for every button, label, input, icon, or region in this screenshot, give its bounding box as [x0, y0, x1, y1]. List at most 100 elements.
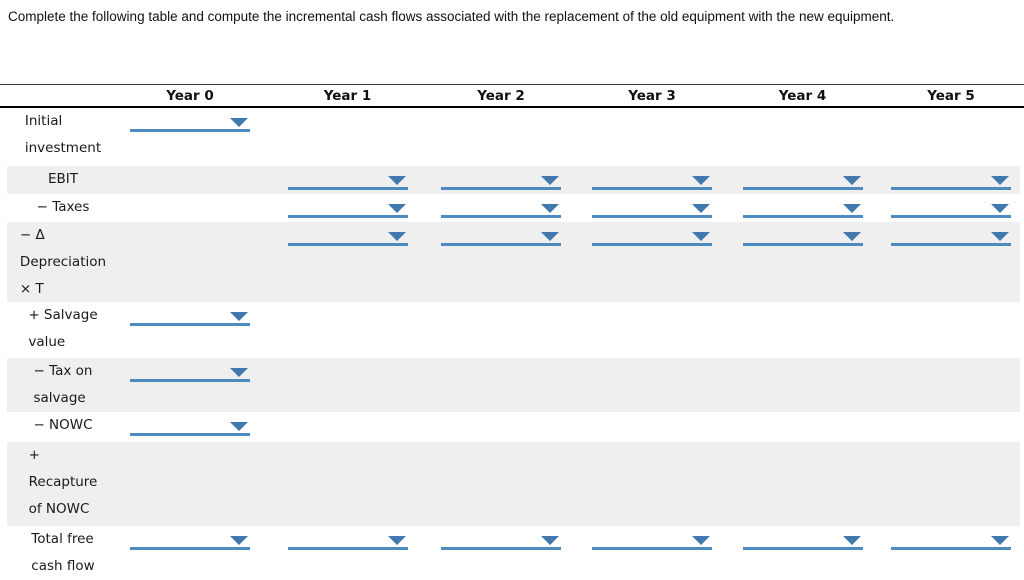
- answer-dropdown[interactable]: [441, 232, 561, 246]
- col-header-year-3: Year 3: [628, 87, 676, 104]
- table-cell: [270, 442, 425, 526]
- table-cell: [270, 358, 425, 412]
- table-cell: [270, 194, 425, 222]
- table-cell: [727, 302, 878, 358]
- dropdown-underline: [130, 323, 250, 326]
- answer-dropdown[interactable]: [742, 232, 863, 246]
- table-cell: [270, 222, 425, 303]
- answer-dropdown[interactable]: [592, 204, 712, 218]
- table-cell: [727, 222, 878, 303]
- answer-dropdown[interactable]: [130, 536, 250, 550]
- answer-dropdown[interactable]: [130, 368, 250, 382]
- table-cell: [577, 166, 727, 194]
- table-cell: [425, 442, 577, 526]
- table-cell: [425, 302, 577, 358]
- col-header-year-5: Year 5: [927, 87, 975, 104]
- chevron-down-icon: [541, 176, 559, 185]
- chevron-down-icon: [692, 176, 710, 185]
- chevron-down-icon: [991, 204, 1009, 213]
- answer-dropdown[interactable]: [287, 232, 408, 246]
- answer-dropdown[interactable]: [441, 176, 561, 190]
- dropdown-underline: [891, 187, 1011, 190]
- table-cell: [425, 194, 577, 222]
- chevron-down-icon: [230, 536, 248, 545]
- col-header-year-1: Year 1: [323, 87, 372, 104]
- row-label: Total free cash flow: [31, 531, 95, 574]
- answer-dropdown[interactable]: [891, 176, 1011, 190]
- table-row-total-free-cash-flow: Total free cash flow: [0, 526, 1024, 580]
- table-cell: [577, 108, 727, 166]
- answer-dropdown[interactable]: [592, 536, 712, 550]
- dropdown-underline: [441, 243, 561, 246]
- answer-dropdown[interactable]: [441, 536, 561, 550]
- dropdown-underline: [130, 433, 250, 436]
- table-cell: [878, 412, 1024, 442]
- table-cell: [425, 166, 577, 194]
- dropdown-underline: [130, 129, 250, 132]
- answer-dropdown[interactable]: [287, 176, 408, 190]
- table-cell: [878, 166, 1024, 194]
- dropdown-underline: [891, 243, 1011, 246]
- table-cell: [425, 222, 577, 303]
- table-cell: [270, 108, 425, 166]
- table-cell: [878, 302, 1024, 358]
- answer-dropdown[interactable]: [130, 312, 250, 326]
- dropdown-underline: [287, 187, 408, 190]
- dropdown-underline: [592, 547, 712, 550]
- dropdown-underline: [592, 187, 712, 190]
- table-cell: [270, 302, 425, 358]
- dropdown-underline: [130, 547, 250, 550]
- table-cell: [577, 302, 727, 358]
- table-cell: [727, 526, 878, 580]
- answer-dropdown[interactable]: [742, 176, 863, 190]
- row-label: + Recapture of NOWC: [28, 447, 98, 517]
- dropdown-underline: [891, 215, 1011, 218]
- answer-dropdown[interactable]: [441, 204, 561, 218]
- dropdown-underline: [742, 243, 863, 246]
- dropdown-underline: [287, 547, 408, 550]
- table-row-taxes: − Taxes: [0, 194, 1024, 222]
- answer-dropdown[interactable]: [891, 232, 1011, 246]
- chevron-down-icon: [230, 312, 248, 321]
- dropdown-underline: [742, 215, 863, 218]
- chevron-down-icon: [692, 204, 710, 213]
- table-cell: [270, 412, 425, 442]
- table-cell: [577, 526, 727, 580]
- chevron-down-icon: [541, 232, 559, 241]
- table-row-recapture-of-nowc: + Recapture of NOWC: [0, 442, 1024, 526]
- table-cell: [110, 442, 270, 526]
- chevron-down-icon: [387, 536, 406, 545]
- answer-dropdown[interactable]: [130, 118, 250, 132]
- chevron-down-icon: [692, 536, 710, 545]
- answer-dropdown[interactable]: [287, 204, 408, 218]
- table-cell: [727, 358, 878, 412]
- table-cell: [727, 194, 878, 222]
- chevron-down-icon: [541, 204, 559, 213]
- answer-dropdown[interactable]: [287, 536, 408, 550]
- col-header-year-0: Year 0: [166, 87, 214, 104]
- answer-dropdown[interactable]: [891, 536, 1011, 550]
- row-label: − Δ Depreciation × T: [19, 227, 107, 297]
- dropdown-underline: [287, 243, 408, 246]
- chevron-down-icon: [842, 204, 861, 213]
- answer-dropdown[interactable]: [742, 204, 863, 218]
- chevron-down-icon: [230, 368, 248, 377]
- answer-dropdown[interactable]: [592, 232, 712, 246]
- table-cell: [270, 526, 425, 580]
- table-cell: [577, 222, 727, 303]
- answer-dropdown[interactable]: [592, 176, 712, 190]
- answer-dropdown[interactable]: [742, 536, 863, 550]
- table-row-initial-investment: Initial investment: [0, 108, 1024, 166]
- answer-dropdown[interactable]: [891, 204, 1011, 218]
- table-cell: [878, 108, 1024, 166]
- chevron-down-icon: [842, 176, 861, 185]
- table-cell: [727, 108, 878, 166]
- dropdown-underline: [441, 215, 561, 218]
- cash-flow-table: Year 0 Year 1 Year 2 Year 3 Year 4 Year …: [0, 84, 1024, 580]
- chevron-down-icon: [991, 536, 1009, 545]
- col-header-year-2: Year 2: [477, 87, 525, 104]
- chevron-down-icon: [230, 118, 248, 127]
- answer-dropdown[interactable]: [130, 422, 250, 436]
- chevron-down-icon: [692, 232, 710, 241]
- table-row-ebit: EBIT: [0, 166, 1024, 194]
